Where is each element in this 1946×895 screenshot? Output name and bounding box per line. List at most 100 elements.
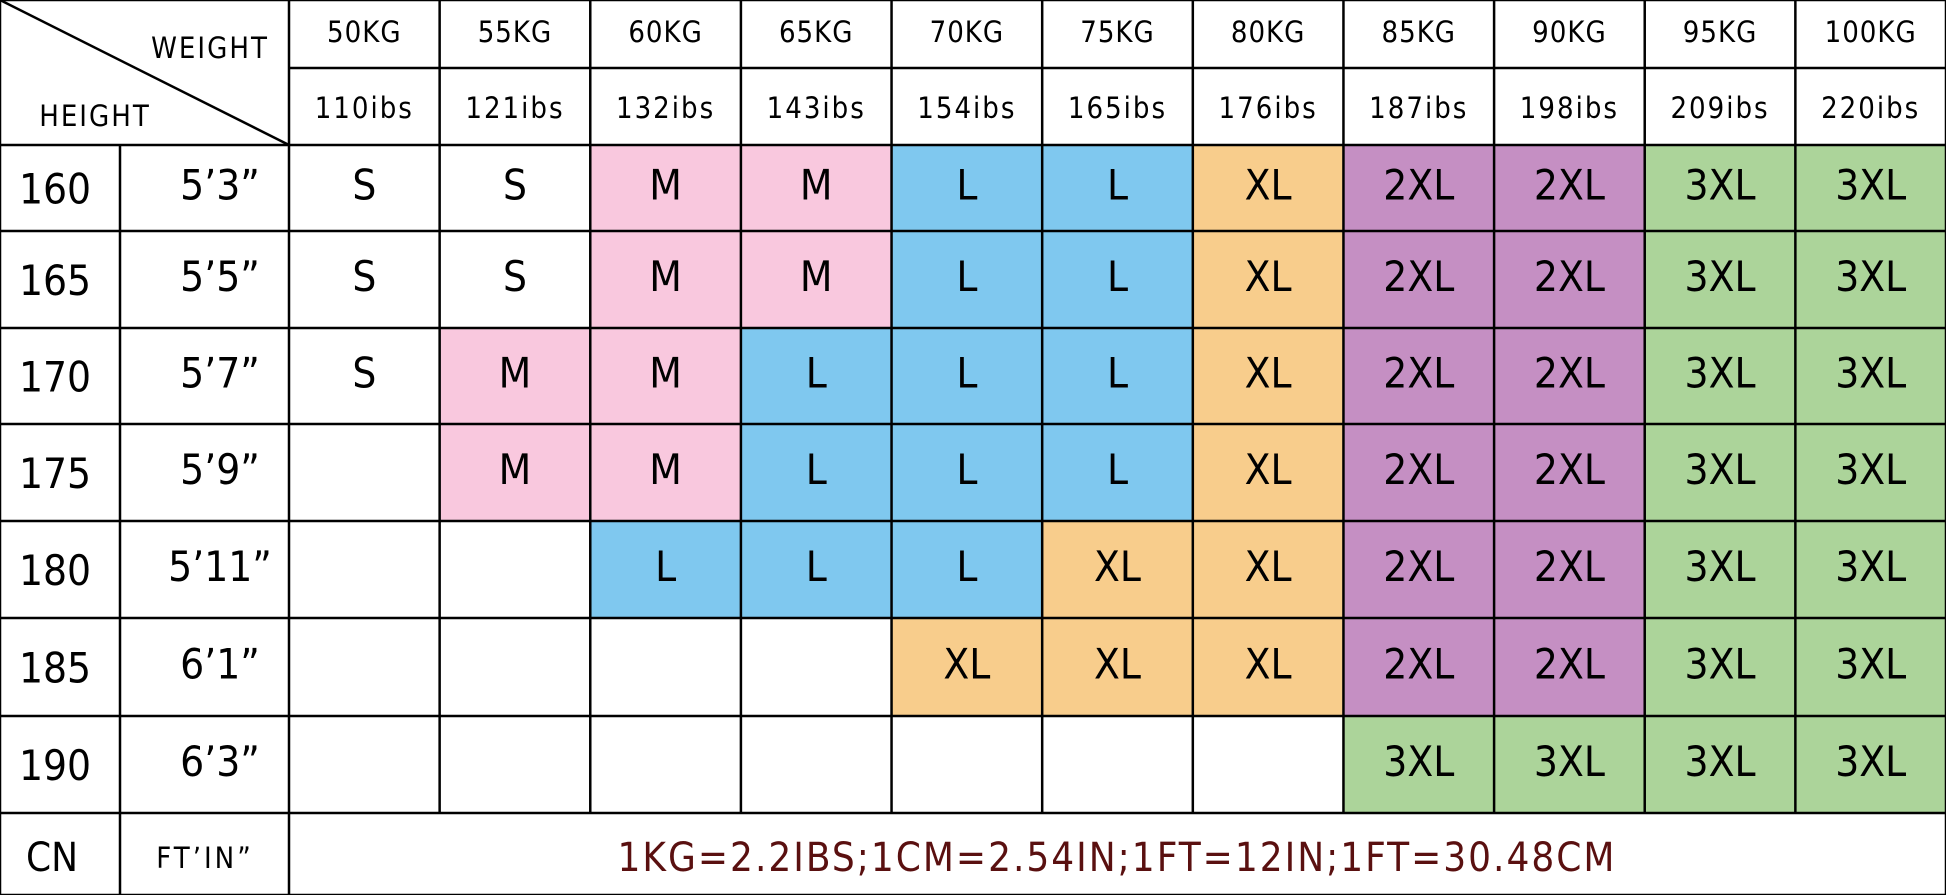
height-cm: 160 <box>19 165 91 214</box>
size-cell <box>1644 521 1796 618</box>
size-label: L <box>1107 161 1128 210</box>
size-label: S <box>352 161 376 210</box>
size-cell <box>1494 231 1645 328</box>
size-label: L <box>956 445 977 494</box>
size-label: 2XL <box>1534 252 1605 301</box>
size-cell <box>1795 618 1946 716</box>
cn-label: CN <box>26 835 78 881</box>
size-label: 3XL <box>1835 737 1906 786</box>
size-label: 3XL <box>1835 252 1906 301</box>
weight-kg: 65KG <box>779 15 854 49</box>
size-label: L <box>956 252 977 301</box>
height-ft: 5’11” <box>168 542 272 591</box>
weight-kg: 75KG <box>1080 15 1155 49</box>
size-cell <box>1795 521 1946 618</box>
size-label: XL <box>1245 445 1292 494</box>
size-cell <box>1795 231 1946 328</box>
size-label: 2XL <box>1383 252 1454 301</box>
size-label: 3XL <box>1685 737 1756 786</box>
size-label: XL <box>1094 542 1141 591</box>
size-cell <box>891 328 1043 424</box>
size-cell <box>1343 716 1495 813</box>
size-cell <box>1343 145 1495 231</box>
weight-kg: 95KG <box>1683 15 1758 49</box>
weight-kg: 80KG <box>1231 15 1306 49</box>
weight-kg: 90KG <box>1532 15 1607 49</box>
size-label: 2XL <box>1534 445 1605 494</box>
weight-lbs: 209ibs <box>1670 91 1769 125</box>
size-label: M <box>499 349 532 398</box>
size-label: 2XL <box>1534 640 1605 689</box>
size-label: S <box>352 252 376 301</box>
size-label: L <box>806 542 827 591</box>
size-cell <box>1494 145 1645 231</box>
size-cell <box>1644 618 1796 716</box>
height-ft: 5’3” <box>180 161 260 210</box>
size-label: XL <box>1245 252 1292 301</box>
height-cm: 180 <box>19 546 91 595</box>
size-cell <box>1494 328 1645 424</box>
size-cell <box>1795 716 1946 813</box>
size-label: 3XL <box>1835 640 1906 689</box>
size-label: 3XL <box>1685 349 1756 398</box>
weight-lbs: 132ibs <box>616 91 715 125</box>
weight-label: WEIGHT <box>151 31 269 65</box>
size-cell <box>1192 328 1344 424</box>
size-cell <box>289 328 440 424</box>
weight-kg: 85KG <box>1382 15 1457 49</box>
size-label: 2XL <box>1383 542 1454 591</box>
height-ft: 6’3” <box>180 737 260 786</box>
height-label: HEIGHT <box>39 99 151 133</box>
size-label: S <box>503 252 527 301</box>
size-label: S <box>503 161 527 210</box>
size-cell <box>740 521 892 618</box>
size-cell <box>1042 231 1193 328</box>
size-cell <box>289 231 440 328</box>
size-label: 3XL <box>1685 542 1756 591</box>
size-cell <box>1343 424 1495 521</box>
size-cell <box>1644 328 1796 424</box>
size-cell <box>740 231 892 328</box>
size-cell <box>590 145 741 231</box>
size-cell <box>1192 145 1344 231</box>
height-cm: 170 <box>19 353 91 402</box>
size-cell <box>1644 145 1796 231</box>
height-ft: 5’9” <box>180 445 260 494</box>
height-ft: 5’5” <box>180 252 260 301</box>
size-cell <box>1192 521 1344 618</box>
size-label: 2XL <box>1534 542 1605 591</box>
size-cell <box>439 145 591 231</box>
height-cm: 185 <box>19 644 91 693</box>
size-cell <box>439 424 591 521</box>
size-cell <box>740 328 892 424</box>
size-label: 3XL <box>1835 542 1906 591</box>
size-label: 3XL <box>1835 445 1906 494</box>
size-cell <box>1795 145 1946 231</box>
size-cell <box>891 145 1043 231</box>
size-cell <box>891 618 1043 716</box>
size-cell <box>1494 716 1645 813</box>
size-cell <box>1795 424 1946 521</box>
size-label: M <box>800 161 833 210</box>
weight-kg: 55KG <box>478 15 553 49</box>
size-cell <box>1343 521 1495 618</box>
size-label: 3XL <box>1685 640 1756 689</box>
size-cell <box>1192 424 1344 521</box>
weight-kg: 70KG <box>930 15 1005 49</box>
size-label: L <box>1107 349 1128 398</box>
height-cm: 175 <box>19 449 91 498</box>
size-label: 3XL <box>1383 737 1454 786</box>
size-label: 3XL <box>1685 252 1756 301</box>
size-label: M <box>499 445 532 494</box>
height-cm: 190 <box>19 741 91 790</box>
weight-lbs: 220ibs <box>1821 91 1920 125</box>
size-label: XL <box>1094 640 1141 689</box>
size-label: L <box>1107 445 1128 494</box>
size-cell <box>1343 231 1495 328</box>
size-cell <box>590 521 741 618</box>
size-cell <box>439 328 591 424</box>
size-label: 2XL <box>1383 640 1454 689</box>
size-label: 3XL <box>1685 445 1756 494</box>
weight-lbs: 198ibs <box>1520 91 1619 125</box>
size-cell <box>891 521 1043 618</box>
